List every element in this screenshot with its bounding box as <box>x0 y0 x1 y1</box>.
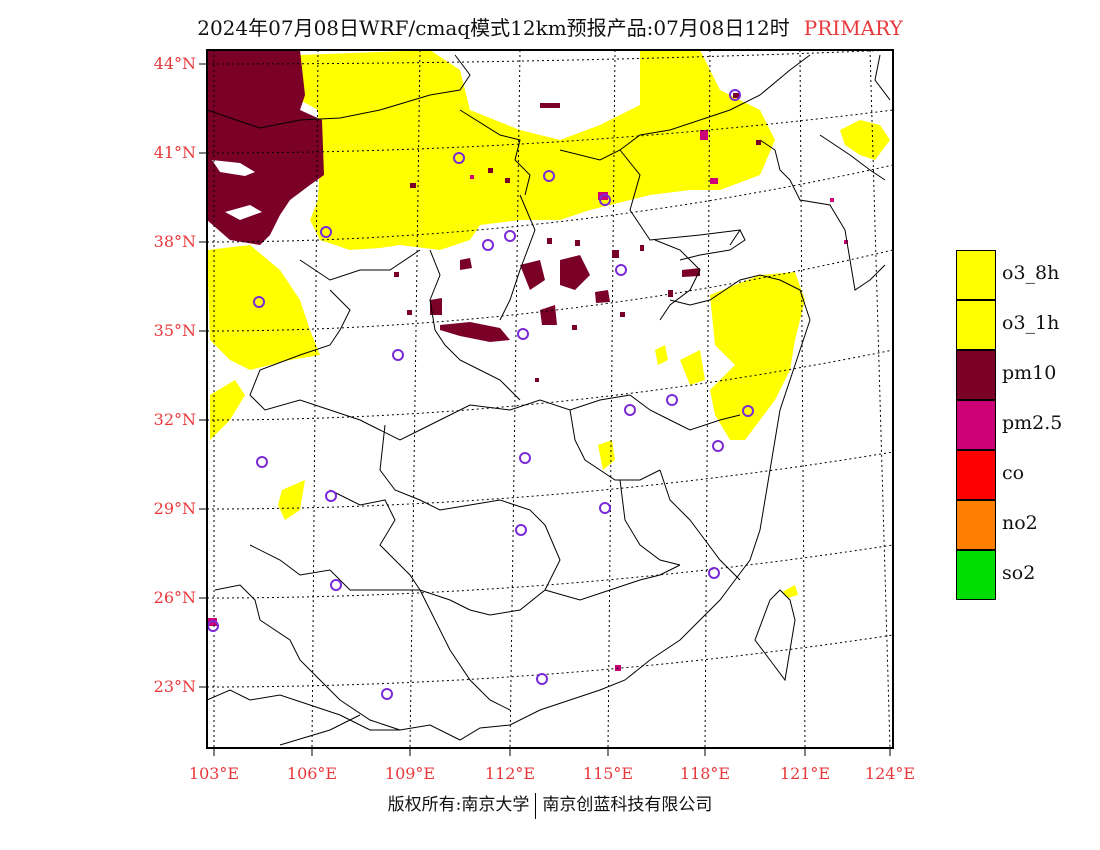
pm10-regions <box>207 50 700 342</box>
legend-label: pm10 <box>1002 362 1057 384</box>
o3-regions <box>207 50 890 598</box>
map-title: 2024年07月08日WRF/cmaq模式12km预报产品:07月08日12时 P… <box>0 12 1100 41</box>
legend-item-pm10: pm10 <box>956 350 1096 400</box>
copyright-footer: 版权所有:南京大学 南京创蓝科技有限公司 <box>0 790 1100 819</box>
lat-label: 41°N <box>153 143 196 162</box>
legend-label: co <box>1002 462 1025 484</box>
legend-item-so2: so2 <box>956 550 1096 600</box>
legend-label: o3_1h <box>1002 312 1060 334</box>
legend-label: so2 <box>1002 562 1036 584</box>
pm10-specks <box>394 93 761 382</box>
legend-item-pm25: pm2.5 <box>956 400 1096 450</box>
lon-label: 106°E <box>286 764 338 783</box>
legend-label: no2 <box>1002 512 1038 534</box>
legend-label: o3_8h <box>1002 262 1060 284</box>
lon-label: 115°E <box>582 764 634 783</box>
legend-swatch <box>956 450 996 500</box>
legend-swatch <box>956 400 996 450</box>
copyright-owner: 版权所有:南京大学 <box>387 795 530 815</box>
lat-label: 32°N <box>153 410 196 429</box>
lat-label: 44°N <box>153 54 196 73</box>
lat-label: 26°N <box>153 588 196 607</box>
lon-gridlines <box>213 50 891 748</box>
legend-label: pm2.5 <box>1002 412 1063 434</box>
legend-swatch <box>956 300 996 350</box>
lon-label: 118°E <box>679 764 731 783</box>
lon-label: 103°E <box>188 764 240 783</box>
legend-swatch <box>956 250 996 300</box>
legend-swatch <box>956 500 996 550</box>
legend-item-no2: no2 <box>956 500 1096 550</box>
lat-label: 35°N <box>153 321 196 340</box>
footer-divider <box>535 792 537 819</box>
lat-label: 38°N <box>153 232 196 251</box>
boundaries <box>207 54 891 746</box>
legend-item-o3-1h: o3_1h <box>956 300 1096 350</box>
legend-item-co: co <box>956 450 1096 500</box>
title-tag: PRIMARY <box>803 16 903 40</box>
legend-swatch <box>956 350 996 400</box>
title-text: 2024年07月08日WRF/cmaq模式12km预报产品:07月08日12时 <box>197 16 790 40</box>
axis-ticks <box>199 63 891 756</box>
legend-swatch <box>956 550 996 600</box>
copyright-company: 南京创蓝科技有限公司 <box>542 795 713 815</box>
legend-item-o3-8h: o3_8h <box>956 250 1096 300</box>
lon-label: 112°E <box>484 764 536 783</box>
station-markers <box>207 89 754 700</box>
lat-gridlines <box>207 50 893 688</box>
pm10-holes <box>212 160 262 220</box>
map-frame <box>206 49 894 749</box>
lon-label: 109°E <box>384 764 436 783</box>
lat-label: 23°N <box>153 677 196 696</box>
lon-label: 124°E <box>864 764 916 783</box>
lon-label: 121°E <box>779 764 831 783</box>
lat-label: 29°N <box>153 499 196 518</box>
